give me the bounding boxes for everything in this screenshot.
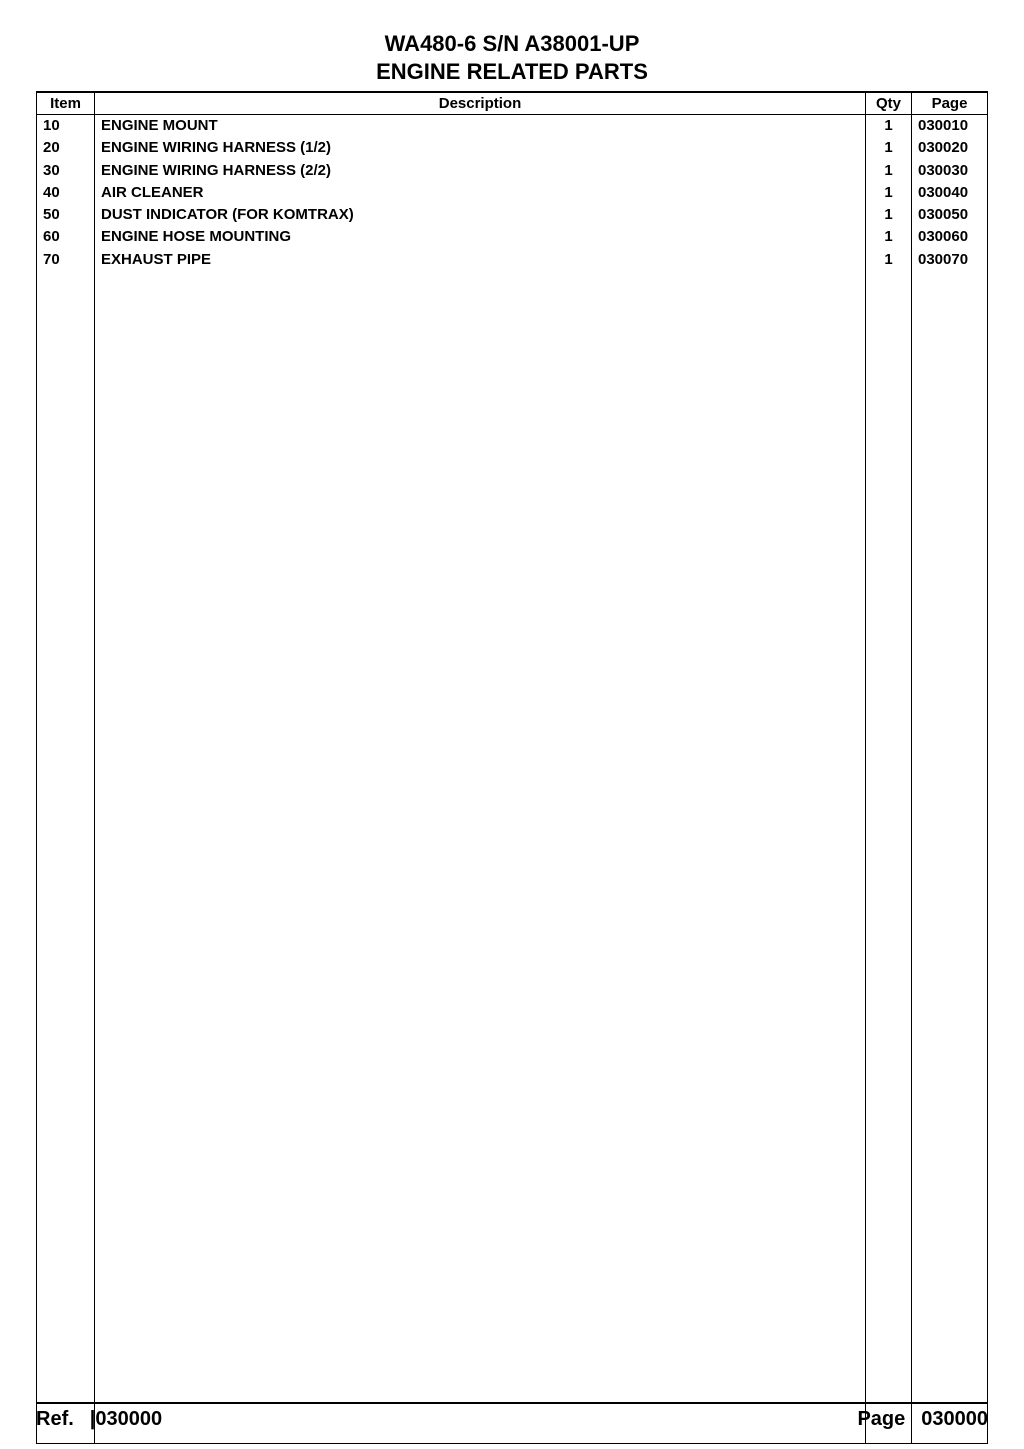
col-page: Page <box>912 92 988 115</box>
filler-cell <box>95 271 866 1444</box>
title-block: WA480-6 S/N A38001-UP ENGINE RELATED PAR… <box>36 30 988 85</box>
cell-item: 60 <box>37 226 95 248</box>
table-row: 50 DUST INDICATOR (FOR KOMTRAX) 1 030050 <box>37 204 988 226</box>
cell-item: 10 <box>37 115 95 138</box>
page: WA480-6 S/N A38001-UP ENGINE RELATED PAR… <box>0 0 1024 1449</box>
cell-qty: 1 <box>866 137 912 159</box>
cell-item: 20 <box>37 137 95 159</box>
cell-qty: 1 <box>866 226 912 248</box>
footer-left: Ref. |030000 <box>36 1408 162 1431</box>
cell-description: ENGINE HOSE MOUNTING <box>95 226 866 248</box>
cell-page: 030050 <box>912 204 988 226</box>
cell-qty: 1 <box>866 115 912 138</box>
table-body: 10 ENGINE MOUNT 1 030010 20 ENGINE WIRIN… <box>37 115 988 1444</box>
cell-page: 030030 <box>912 160 988 182</box>
cell-item: 40 <box>37 182 95 204</box>
footer-ref-label: Ref. <box>36 1408 74 1431</box>
table-header-row: Item Description Qty Page <box>37 92 988 115</box>
table-row: 20 ENGINE WIRING HARNESS (1/2) 1 030020 <box>37 137 988 159</box>
parts-table: Item Description Qty Page 10 ENGINE MOUN… <box>36 91 988 1444</box>
cell-qty: 1 <box>866 204 912 226</box>
cell-page: 030060 <box>912 226 988 248</box>
cell-qty: 1 <box>866 160 912 182</box>
cell-qty: 1 <box>866 249 912 271</box>
cell-description: EXHAUST PIPE <box>95 249 866 271</box>
table-row: 40 AIR CLEANER 1 030040 <box>37 182 988 204</box>
filler-cell <box>37 271 95 1444</box>
cell-description: AIR CLEANER <box>95 182 866 204</box>
filler-cell <box>912 271 988 1444</box>
footer-page-value: 030000 <box>921 1408 988 1431</box>
footer: Ref. |030000 Page 030000 <box>36 1402 988 1431</box>
table-row: 60 ENGINE HOSE MOUNTING 1 030060 <box>37 226 988 248</box>
cell-qty: 1 <box>866 182 912 204</box>
col-description: Description <box>95 92 866 115</box>
table-filler <box>37 271 988 1444</box>
col-qty: Qty <box>866 92 912 115</box>
table-header: Item Description Qty Page <box>37 92 988 115</box>
col-item: Item <box>37 92 95 115</box>
cell-page: 030020 <box>912 137 988 159</box>
footer-right: Page 030000 <box>857 1408 988 1431</box>
cell-item: 30 <box>37 160 95 182</box>
footer-ref-value: |030000 <box>90 1408 162 1431</box>
cell-item: 50 <box>37 204 95 226</box>
filler-cell <box>866 271 912 1444</box>
table-row: 30 ENGINE WIRING HARNESS (2/2) 1 030030 <box>37 160 988 182</box>
title-model: WA480-6 S/N A38001-UP <box>36 30 988 58</box>
cell-description: ENGINE WIRING HARNESS (2/2) <box>95 160 866 182</box>
cell-description: DUST INDICATOR (FOR KOMTRAX) <box>95 204 866 226</box>
cell-description: ENGINE WIRING HARNESS (1/2) <box>95 137 866 159</box>
cell-page: 030070 <box>912 249 988 271</box>
title-section: ENGINE RELATED PARTS <box>36 58 988 86</box>
cell-page: 030040 <box>912 182 988 204</box>
cell-item: 70 <box>37 249 95 271</box>
table-row: 70 EXHAUST PIPE 1 030070 <box>37 249 988 271</box>
table-row: 10 ENGINE MOUNT 1 030010 <box>37 115 988 138</box>
cell-page: 030010 <box>912 115 988 138</box>
footer-page-label: Page <box>857 1408 905 1431</box>
cell-description: ENGINE MOUNT <box>95 115 866 138</box>
